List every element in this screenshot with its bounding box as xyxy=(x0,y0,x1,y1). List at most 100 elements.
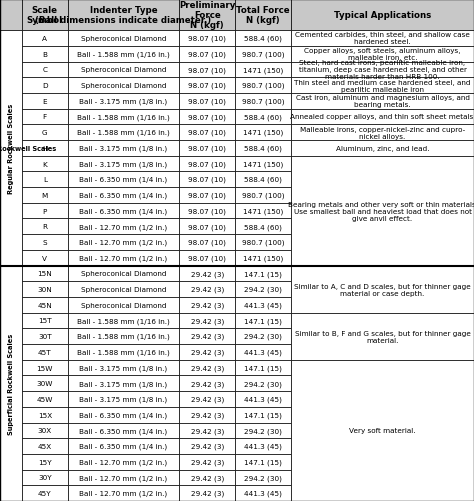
Text: 1471 (150): 1471 (150) xyxy=(243,208,283,214)
Text: Ball - 1.588 mm (1/16 in.): Ball - 1.588 mm (1/16 in.) xyxy=(77,349,170,355)
Text: Ball - 12.70 mm (1/2 in.): Ball - 12.70 mm (1/2 in.) xyxy=(80,474,167,481)
Text: Ball - 6.350 mm (1/4 in.): Ball - 6.350 mm (1/4 in.) xyxy=(80,443,167,449)
Bar xyxy=(179,47,235,63)
Text: 29.42 (3): 29.42 (3) xyxy=(191,302,224,309)
Text: Preliminary
Force
N (kgf): Preliminary Force N (kgf) xyxy=(179,2,235,30)
Bar xyxy=(235,266,291,282)
Text: R: R xyxy=(42,224,47,230)
Text: Regular Rockwell Scales: Regular Rockwell Scales xyxy=(8,104,14,193)
Text: Ball - 1.588 mm (1/16 in.): Ball - 1.588 mm (1/16 in.) xyxy=(77,114,170,120)
Text: H: H xyxy=(42,146,47,151)
Text: 29.42 (3): 29.42 (3) xyxy=(191,396,224,402)
Text: 29.42 (3): 29.42 (3) xyxy=(191,380,224,387)
Bar xyxy=(22,313,68,329)
Bar xyxy=(68,469,179,485)
Bar xyxy=(235,423,291,438)
Bar xyxy=(179,438,235,454)
Text: 147.1 (15): 147.1 (15) xyxy=(244,412,282,418)
Bar xyxy=(68,266,179,282)
Text: 441.3 (45): 441.3 (45) xyxy=(244,443,282,449)
Text: Ball - 3.175 mm (1/8 in.): Ball - 3.175 mm (1/8 in.) xyxy=(80,161,167,167)
Text: A: A xyxy=(42,36,47,42)
Bar xyxy=(179,141,235,156)
Bar xyxy=(68,391,179,407)
Bar xyxy=(179,344,235,360)
Bar xyxy=(179,234,235,250)
Text: 294.2 (30): 294.2 (30) xyxy=(244,380,282,387)
Bar xyxy=(22,407,68,423)
Text: 98.07 (10): 98.07 (10) xyxy=(188,36,226,42)
Text: 98.07 (10): 98.07 (10) xyxy=(188,130,226,136)
Bar xyxy=(68,109,179,125)
Text: Cast iron, aluminum and magnesium alloys, and
bearing metals.: Cast iron, aluminum and magnesium alloys… xyxy=(295,95,470,108)
Text: 294.2 (30): 294.2 (30) xyxy=(244,427,282,434)
Text: 15W: 15W xyxy=(36,365,53,371)
Text: 588.4 (60): 588.4 (60) xyxy=(244,223,282,230)
Text: 45X: 45X xyxy=(37,443,52,449)
Bar xyxy=(22,454,68,469)
Bar xyxy=(68,47,179,63)
Text: 980.7 (100): 980.7 (100) xyxy=(242,192,284,199)
Bar xyxy=(235,47,291,63)
Bar xyxy=(179,360,235,376)
Bar xyxy=(22,344,68,360)
Text: Spheroconical Diamond: Spheroconical Diamond xyxy=(81,36,166,42)
Bar xyxy=(179,188,235,203)
Bar xyxy=(179,250,235,266)
Text: Typical Applications: Typical Applications xyxy=(334,11,431,20)
Text: Ball - 1.588 mm (1/16 in.): Ball - 1.588 mm (1/16 in.) xyxy=(77,51,170,58)
Text: 147.1 (15): 147.1 (15) xyxy=(244,271,282,277)
Text: 1471 (150): 1471 (150) xyxy=(243,255,283,262)
Bar xyxy=(22,172,68,188)
Text: 29.42 (3): 29.42 (3) xyxy=(191,412,224,418)
Bar xyxy=(291,360,474,501)
Text: Similar to A, C and D scales, but for thinner gage
material or case depth.: Similar to A, C and D scales, but for th… xyxy=(294,283,471,296)
Text: Malleable irons, copper-nickel-zinc and cupro-
nickel alloys.: Malleable irons, copper-nickel-zinc and … xyxy=(300,126,465,139)
Bar xyxy=(235,250,291,266)
Bar xyxy=(235,31,291,47)
Bar xyxy=(68,78,179,94)
Bar xyxy=(291,141,474,156)
Bar xyxy=(68,94,179,109)
Text: 29.42 (3): 29.42 (3) xyxy=(191,427,224,434)
Text: L: L xyxy=(43,177,47,183)
Text: Spheroconical Diamond: Spheroconical Diamond xyxy=(81,287,166,293)
Text: 15T: 15T xyxy=(38,318,52,324)
Text: 98.07 (10): 98.07 (10) xyxy=(188,51,226,58)
Bar xyxy=(179,329,235,344)
Text: Cemented carbides, thin steel, and shallow case
hardened steel.: Cemented carbides, thin steel, and shall… xyxy=(295,33,470,46)
Text: Similar to B, F and G scales, but for thinner gage
material.: Similar to B, F and G scales, but for th… xyxy=(294,330,471,343)
Bar xyxy=(235,298,291,313)
Bar xyxy=(291,125,474,141)
Text: 45Y: 45Y xyxy=(38,490,52,496)
Text: 147.1 (15): 147.1 (15) xyxy=(244,318,282,324)
Bar xyxy=(22,0,68,31)
Bar xyxy=(179,0,235,31)
Text: Ball - 12.70 mm (1/2 in.): Ball - 12.70 mm (1/2 in.) xyxy=(80,223,167,230)
Bar xyxy=(22,250,68,266)
Text: Spheroconical Diamond: Spheroconical Diamond xyxy=(81,302,166,308)
Bar xyxy=(235,313,291,329)
Text: Regular Rockwell Scales: Regular Rockwell Scales xyxy=(0,146,56,151)
Bar xyxy=(179,109,235,125)
Text: 29.42 (3): 29.42 (3) xyxy=(191,286,224,293)
Bar xyxy=(68,454,179,469)
Bar xyxy=(22,376,68,391)
Bar xyxy=(68,156,179,172)
Bar xyxy=(68,203,179,219)
Text: 147.1 (15): 147.1 (15) xyxy=(244,458,282,465)
Bar xyxy=(291,63,474,78)
Text: V: V xyxy=(42,255,47,261)
Bar xyxy=(22,485,68,501)
Bar xyxy=(179,298,235,313)
Bar xyxy=(68,485,179,501)
Bar xyxy=(179,219,235,234)
Text: Ball - 1.588 mm (1/16 in.): Ball - 1.588 mm (1/16 in.) xyxy=(77,318,170,324)
Bar xyxy=(235,282,291,298)
Text: P: P xyxy=(43,208,47,214)
Bar xyxy=(235,360,291,376)
Text: B: B xyxy=(42,52,47,58)
Bar xyxy=(179,313,235,329)
Bar xyxy=(22,266,68,282)
Text: G: G xyxy=(42,130,47,136)
